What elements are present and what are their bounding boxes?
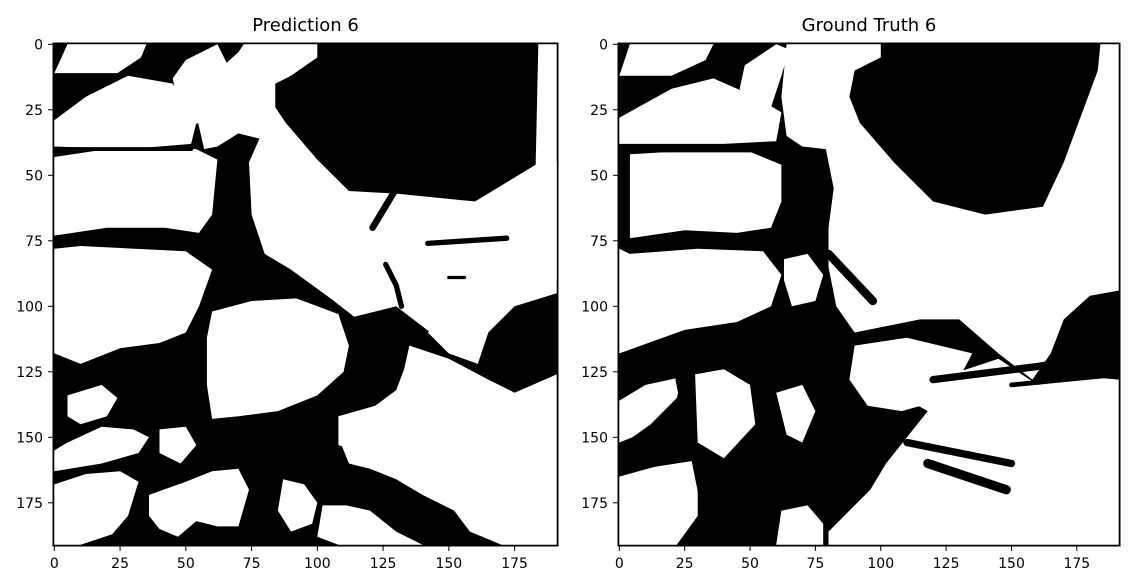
x-tick-label: 175 — [1063, 556, 1090, 572]
white-region-5 — [54, 149, 218, 236]
white-region-4 — [196, 44, 557, 359]
white-region-13 — [159, 426, 197, 464]
y-tick-label: 50 — [590, 168, 608, 184]
x-tick-label: 0 — [615, 556, 624, 572]
black-feature-9 — [1009, 372, 1120, 388]
y-tick-label: 175 — [16, 496, 43, 512]
white-region-10 — [695, 369, 756, 459]
white-region-6 — [427, 159, 557, 364]
x-tick-label: 50 — [741, 556, 759, 572]
y-tick-label: 150 — [581, 430, 608, 446]
black-feature-2 — [369, 185, 400, 231]
black-feature-8 — [929, 349, 1120, 384]
panel-1: Prediction 6 0 25 50 75 100 125 150 175 0 25 50 75 10… — [16, 15, 559, 572]
panel-2: Ground Truth 6 0 25 50 75 100 125 150 175 0 25 50 75… — [581, 15, 1121, 572]
x-tick-label: 150 — [998, 556, 1025, 572]
x-tick-label: 125 — [370, 556, 397, 572]
white-region-11 — [67, 384, 118, 425]
x-tick-label: 75 — [806, 556, 824, 572]
mask-image — [618, 44, 1120, 546]
y-tick-label: 150 — [16, 430, 43, 446]
x-tick-label: 0 — [50, 556, 59, 572]
white-region-11 — [776, 384, 816, 443]
mask-image — [53, 44, 557, 545]
white-region-5 — [629, 151, 782, 239]
black-feature-4 — [675, 375, 733, 546]
white-region-3 — [54, 75, 197, 150]
x-tick-label: 75 — [243, 556, 261, 572]
x-tick-label: 175 — [501, 556, 528, 572]
y-tick-label: 0 — [599, 37, 608, 53]
white-region-6 — [619, 248, 782, 354]
x-tick-label: 50 — [177, 556, 195, 572]
white-region-14 — [849, 337, 973, 412]
white-region-10 — [338, 405, 410, 453]
white-region-15 — [149, 468, 249, 537]
black-feature-4 — [383, 261, 405, 309]
white-region-17 — [317, 505, 423, 545]
x-tick-label: 150 — [435, 556, 462, 572]
white-region-16 — [277, 479, 318, 532]
white-region-8 — [206, 298, 349, 419]
y-tick-label: 100 — [16, 299, 43, 315]
black-feature-7 — [923, 458, 1011, 495]
chart-title: Ground Truth 6 — [802, 15, 937, 36]
axes-frame — [617, 42, 1121, 547]
y-tick-label: 175 — [581, 496, 608, 512]
axes-frame — [52, 42, 559, 547]
x-tick-label: 125 — [933, 556, 960, 572]
white-region-3 — [619, 78, 782, 144]
y-tick-label: 25 — [590, 103, 608, 119]
x-tick-label: 25 — [676, 556, 694, 572]
y-tick-label: 0 — [34, 37, 43, 53]
white-region-12 — [54, 426, 149, 472]
x-tick-label: 100 — [304, 556, 331, 572]
y-tick-label: 25 — [25, 103, 43, 119]
y-tick-label: 50 — [25, 168, 43, 184]
white-region-12 — [776, 505, 824, 545]
y-tick-label: 100 — [581, 299, 608, 315]
black-feature-3 — [425, 235, 510, 247]
white-region-8 — [619, 377, 683, 443]
x-tick-label: 25 — [111, 556, 129, 572]
x-tick-label: 100 — [867, 556, 894, 572]
chart-title: Prediction 6 — [252, 15, 359, 36]
y-tick-label: 75 — [590, 234, 608, 250]
y-tick-label: 75 — [25, 234, 43, 250]
white-region-13 — [828, 358, 1119, 545]
white-region-14 — [54, 471, 139, 545]
white-region-7 — [784, 253, 824, 307]
white-region-1 — [54, 44, 147, 74]
white-region-1 — [619, 44, 714, 76]
y-tick-label: 125 — [16, 365, 43, 381]
white-region-7 — [54, 246, 213, 364]
y-tick-label: 125 — [581, 365, 608, 381]
white-region-9 — [338, 345, 557, 545]
black-feature-5 — [618, 451, 707, 473]
white-region-9 — [619, 455, 698, 545]
black-feature-6 — [903, 438, 1016, 468]
black-feature-3 — [824, 249, 878, 306]
